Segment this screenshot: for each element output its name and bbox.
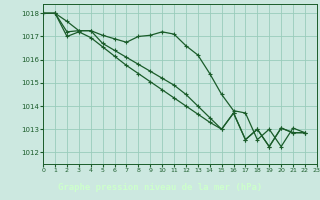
Text: Graphe pression niveau de la mer (hPa): Graphe pression niveau de la mer (hPa) bbox=[58, 183, 262, 192]
